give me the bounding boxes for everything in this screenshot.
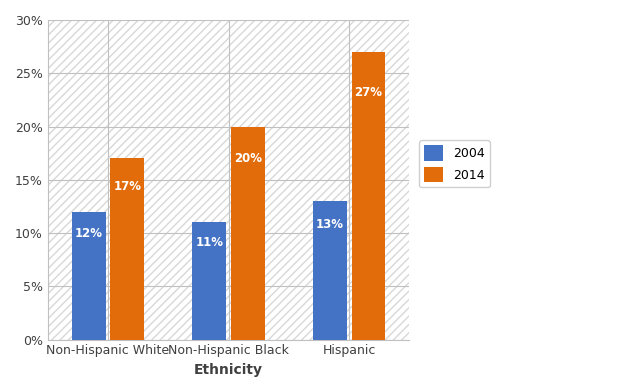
Bar bbox=[313, 201, 347, 339]
X-axis label: Ethnicity: Ethnicity bbox=[194, 363, 263, 377]
Bar bbox=[72, 212, 106, 339]
Text: 13%: 13% bbox=[316, 218, 344, 231]
Bar bbox=[352, 52, 385, 339]
Text: 20%: 20% bbox=[234, 152, 262, 165]
Bar bbox=[110, 158, 144, 339]
Text: 11%: 11% bbox=[196, 236, 223, 249]
Text: 12%: 12% bbox=[75, 227, 102, 240]
Bar bbox=[231, 127, 265, 339]
Text: 27%: 27% bbox=[354, 87, 383, 100]
Bar bbox=[193, 222, 226, 339]
Legend: 2004, 2014: 2004, 2014 bbox=[420, 140, 490, 187]
Text: 17%: 17% bbox=[114, 180, 141, 193]
